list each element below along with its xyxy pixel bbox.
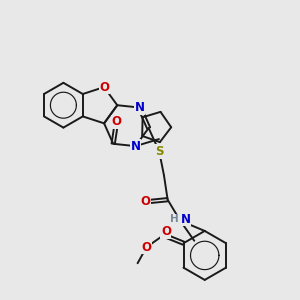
Text: O: O xyxy=(141,195,151,208)
Text: O: O xyxy=(161,225,171,238)
Text: O: O xyxy=(112,116,122,128)
Text: N: N xyxy=(181,213,190,226)
Text: N: N xyxy=(134,101,145,114)
Text: O: O xyxy=(99,81,109,94)
Text: N: N xyxy=(130,140,140,153)
Text: H: H xyxy=(170,214,179,224)
Text: S: S xyxy=(155,145,164,158)
Text: O: O xyxy=(142,241,152,254)
